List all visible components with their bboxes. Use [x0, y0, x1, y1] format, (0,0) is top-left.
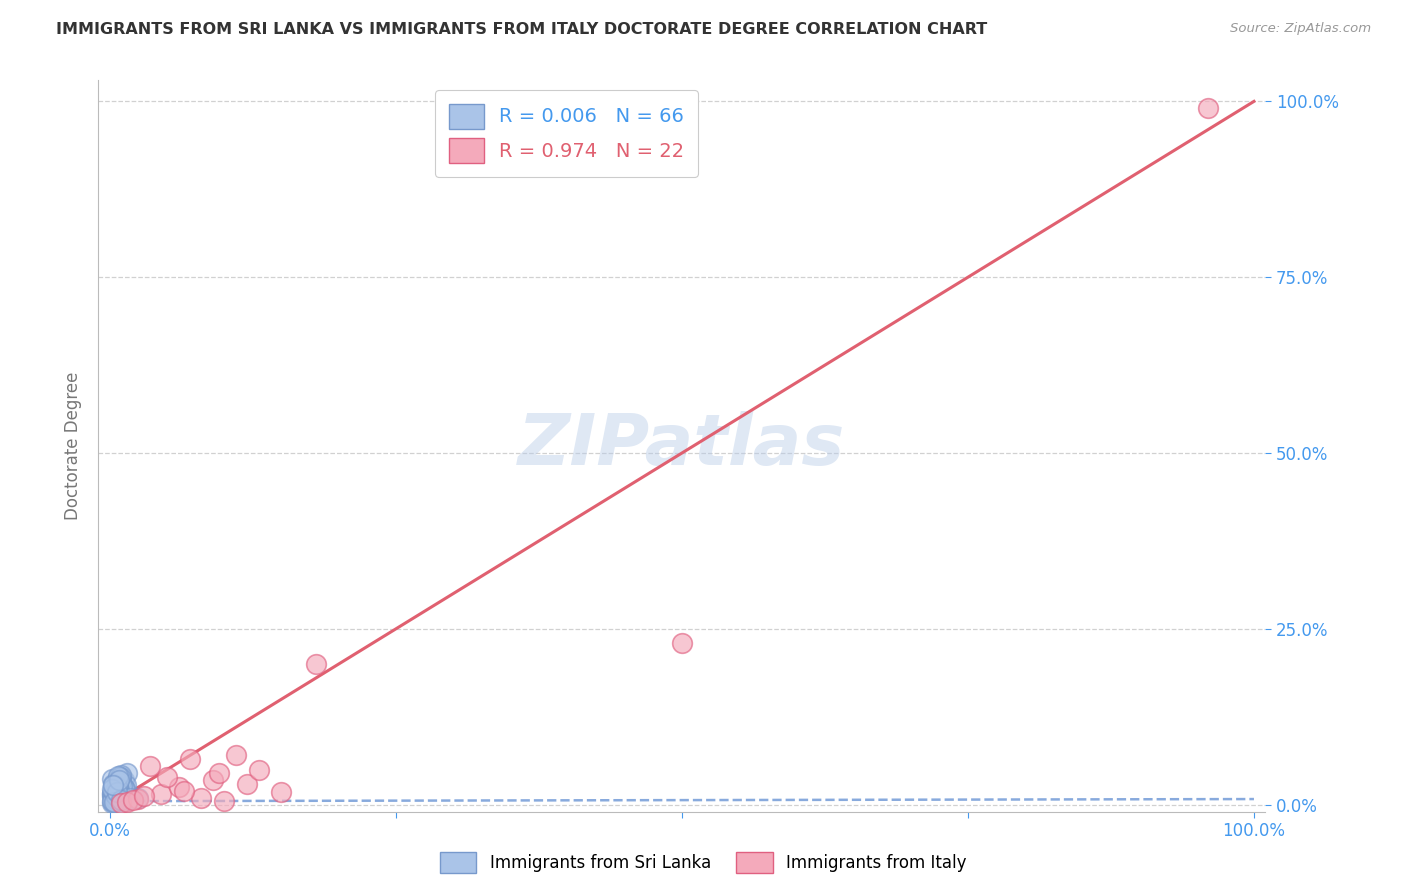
Point	[103, 795, 125, 809]
Point	[103, 791, 125, 805]
Point	[671, 636, 693, 650]
Point	[104, 783, 127, 797]
Point	[101, 787, 124, 801]
Point	[107, 769, 129, 783]
Point	[156, 770, 179, 784]
Point	[139, 759, 162, 773]
Point	[101, 787, 124, 801]
Point	[167, 780, 190, 794]
Point	[173, 783, 195, 797]
Point	[108, 792, 131, 806]
Point	[110, 793, 132, 807]
Point	[108, 770, 131, 784]
Point	[117, 793, 139, 807]
Point	[103, 793, 125, 807]
Point	[111, 795, 134, 809]
Point	[104, 786, 127, 800]
Point	[110, 797, 132, 811]
Point	[115, 795, 138, 809]
Legend: R = 0.006   N = 66, R = 0.974   N = 22: R = 0.006 N = 66, R = 0.974 N = 22	[434, 90, 697, 177]
Point	[110, 768, 132, 782]
Point	[103, 786, 125, 800]
Point	[190, 790, 212, 805]
Point	[101, 782, 124, 797]
Point	[103, 776, 125, 790]
Point	[104, 789, 127, 803]
Point	[103, 791, 125, 805]
Point	[150, 787, 173, 801]
Point	[114, 782, 136, 797]
Point	[103, 778, 125, 792]
Point	[127, 792, 149, 806]
Point	[120, 790, 142, 805]
Point	[115, 778, 138, 792]
Point	[201, 773, 224, 788]
Point	[108, 790, 131, 805]
Point	[101, 772, 124, 787]
Point	[110, 789, 132, 804]
Point	[101, 794, 124, 808]
Point	[236, 776, 259, 790]
Point	[305, 657, 328, 671]
Text: ZIPatlas: ZIPatlas	[519, 411, 845, 481]
Point	[105, 775, 128, 789]
Point	[103, 793, 125, 807]
Point	[111, 780, 134, 794]
Point	[108, 776, 131, 790]
Point	[105, 777, 128, 791]
Point	[108, 780, 131, 794]
Point	[110, 773, 132, 788]
Point	[103, 795, 125, 809]
Y-axis label: Doctorate Degree: Doctorate Degree	[63, 372, 82, 520]
Point	[214, 794, 236, 808]
Point	[108, 783, 131, 797]
Text: IMMIGRANTS FROM SRI LANKA VS IMMIGRANTS FROM ITALY DOCTORATE DEGREE CORRELATION : IMMIGRANTS FROM SRI LANKA VS IMMIGRANTS …	[56, 22, 987, 37]
Point	[112, 780, 135, 795]
Point	[101, 789, 124, 803]
Point	[225, 748, 247, 763]
Point	[108, 789, 131, 804]
Point	[105, 780, 128, 794]
Point	[104, 793, 127, 807]
Point	[107, 787, 129, 801]
Text: Source: ZipAtlas.com: Source: ZipAtlas.com	[1230, 22, 1371, 36]
Point	[105, 794, 128, 808]
Point	[103, 792, 125, 806]
Point	[101, 796, 124, 810]
Point	[108, 793, 131, 807]
Point	[112, 773, 135, 788]
Point	[179, 752, 201, 766]
Point	[107, 776, 129, 790]
Point	[107, 788, 129, 802]
Point	[108, 773, 131, 788]
Point	[103, 785, 125, 799]
Point	[108, 793, 131, 807]
Point	[115, 766, 138, 780]
Point	[103, 792, 125, 806]
Point	[1197, 102, 1219, 116]
Point	[270, 785, 292, 799]
Point	[108, 785, 131, 799]
Point	[110, 770, 132, 784]
Point	[104, 784, 127, 798]
Point	[105, 781, 128, 796]
Point	[121, 793, 143, 807]
Point	[107, 779, 129, 793]
Point	[247, 763, 270, 777]
Point	[127, 790, 149, 805]
Point	[207, 766, 229, 780]
Point	[134, 789, 156, 804]
Legend: Immigrants from Sri Lanka, Immigrants from Italy: Immigrants from Sri Lanka, Immigrants fr…	[433, 846, 973, 880]
Point	[104, 783, 127, 797]
Point	[103, 794, 125, 808]
Point	[103, 789, 125, 804]
Point	[105, 774, 128, 789]
Point	[107, 771, 129, 785]
Point	[105, 785, 128, 799]
